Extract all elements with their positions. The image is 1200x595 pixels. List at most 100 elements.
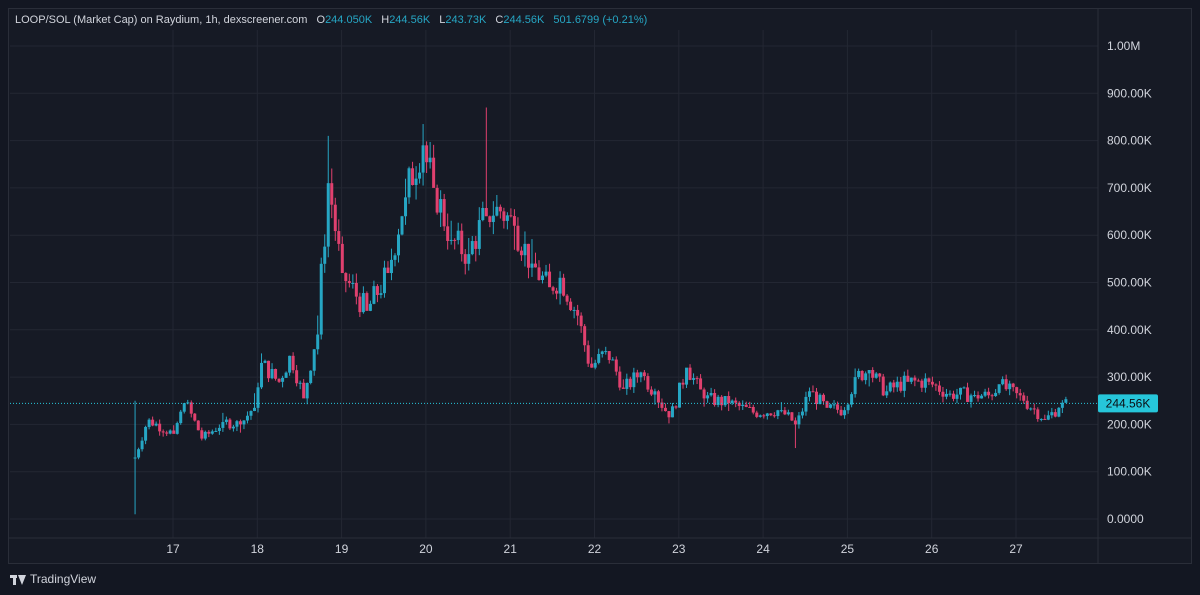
candle-body xyxy=(586,345,590,364)
candle-body xyxy=(902,375,906,391)
y-tick-label: 700.00K xyxy=(1107,181,1152,195)
open-label: O xyxy=(316,14,326,26)
candle-body xyxy=(242,420,246,425)
candle-body xyxy=(379,293,383,295)
candle-body xyxy=(762,415,766,417)
candle-body xyxy=(681,382,685,385)
tradingview-logo-icon xyxy=(10,573,26,585)
candle-body xyxy=(151,419,155,426)
y-tick-label: 200.00K xyxy=(1107,417,1152,431)
candle-body xyxy=(776,410,780,417)
candle-body xyxy=(649,389,653,395)
candle-body xyxy=(281,377,285,382)
candle-body xyxy=(674,406,678,408)
candle-body xyxy=(256,387,260,408)
candle-body xyxy=(597,353,601,363)
candle-body xyxy=(224,419,228,423)
candle-body xyxy=(913,377,917,381)
low-value: 243.73K xyxy=(445,14,487,26)
candle-body xyxy=(941,391,945,397)
candle-body xyxy=(853,377,857,395)
x-tick-label: 21 xyxy=(504,542,518,556)
candle-body xyxy=(839,409,843,416)
candle-body xyxy=(477,220,481,249)
y-tick-label: 300.00K xyxy=(1107,370,1152,384)
candle-body xyxy=(365,293,369,311)
candle-body xyxy=(217,427,221,431)
candle-body xyxy=(980,395,984,399)
x-tick-label: 22 xyxy=(588,542,602,556)
candle-body xyxy=(337,231,341,244)
candle-body xyxy=(214,430,218,432)
y-tick-label: 0.0000 xyxy=(1107,512,1144,526)
y-tick-label: 400.00K xyxy=(1107,323,1152,337)
candle-body xyxy=(179,411,183,424)
last-price-badge xyxy=(1098,394,1158,413)
candle-body xyxy=(653,391,657,395)
candle-body xyxy=(857,370,861,378)
candle-body xyxy=(1064,399,1068,403)
candle-body xyxy=(646,376,650,390)
candle-body xyxy=(909,377,913,382)
candle-body xyxy=(1001,379,1005,385)
candle-body xyxy=(516,225,520,251)
tradingview-branding[interactable]: TradingView xyxy=(10,571,96,587)
price-axis[interactable]: 1.00M 900.00K 800.00K 700.00K 600.00K 500.00K… xyxy=(1107,39,1152,526)
candle-body xyxy=(189,402,193,414)
candle-body xyxy=(569,301,573,311)
candle-body xyxy=(249,411,253,416)
x-tick-label: 18 xyxy=(251,542,265,556)
candle-body xyxy=(955,394,959,399)
grid-lines xyxy=(9,9,1191,563)
candle-body xyxy=(871,370,875,378)
candle-body xyxy=(951,393,955,399)
candle-body xyxy=(667,411,671,418)
candle-body xyxy=(537,267,541,281)
candle-body xyxy=(811,391,815,393)
candle-body xyxy=(639,372,643,378)
candle-body xyxy=(1029,408,1033,410)
time-axis[interactable]: 17 18 19 20 21 22 23 24 25 26 27 xyxy=(166,542,1023,556)
candle-body xyxy=(421,145,425,173)
candle-body xyxy=(463,254,467,264)
candle-body xyxy=(614,359,618,372)
candle-body xyxy=(948,393,952,395)
candle-body xyxy=(720,396,724,406)
candle-body xyxy=(709,392,713,396)
candle-body xyxy=(207,431,211,434)
candle-body xyxy=(418,172,422,179)
candle-body xyxy=(284,372,288,378)
candle-body xyxy=(656,391,660,403)
candle-body xyxy=(509,215,513,217)
candle-body xyxy=(579,315,583,327)
candle-body xyxy=(930,381,934,385)
candle-body xyxy=(832,404,836,406)
candle-body xyxy=(748,406,752,408)
candle-body xyxy=(203,431,207,439)
candle-body xyxy=(576,309,580,316)
candle-body xyxy=(850,394,854,405)
candle-body xyxy=(330,183,334,205)
candle-body xyxy=(670,406,674,418)
y-tick-label: 100.00K xyxy=(1107,465,1152,479)
candle-body xyxy=(769,413,773,416)
candle-body xyxy=(607,351,611,361)
candle-body xyxy=(730,400,734,404)
y-tick-label: 900.00K xyxy=(1107,86,1152,100)
candle-body xyxy=(994,392,998,397)
close-value: 244.56K xyxy=(503,14,545,26)
candle-body xyxy=(344,273,348,282)
candle-body xyxy=(800,411,804,416)
candle-body xyxy=(1039,418,1043,420)
candle-body xyxy=(1036,409,1040,420)
candle-body xyxy=(864,373,868,381)
candle-body xyxy=(786,412,790,415)
candle-body xyxy=(836,404,840,410)
candle-body xyxy=(934,384,938,386)
candle-body xyxy=(604,351,608,353)
candle-body xyxy=(263,360,267,363)
candle-body xyxy=(372,286,376,304)
candle-body xyxy=(498,206,502,212)
candle-body xyxy=(291,355,295,371)
